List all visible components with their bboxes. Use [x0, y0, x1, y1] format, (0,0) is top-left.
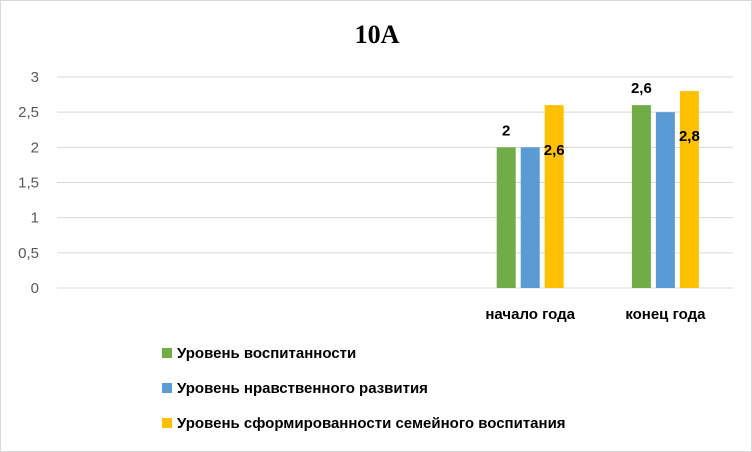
- bar: [544, 105, 564, 288]
- legend-label: Уровень воспитанности: [177, 345, 356, 362]
- bar: [520, 147, 540, 288]
- y-tick-label: 1,5: [18, 175, 39, 192]
- legend[interactable]: Уровень воспитанности Уровень нравственно…: [162, 345, 566, 432]
- bar: [679, 91, 699, 288]
- y-tick-label: 2,5: [18, 104, 39, 121]
- x-axis-categories: начало года конец года: [485, 306, 706, 323]
- y-tick-label: 3: [31, 69, 39, 86]
- legend-swatch: [162, 383, 172, 393]
- legend-label: Уровень нравственного развития: [177, 380, 428, 397]
- bar: [496, 147, 516, 288]
- legend-swatch: [162, 348, 172, 358]
- data-label: 2,8: [679, 128, 700, 145]
- gridlines: [57, 76, 733, 289]
- y-tick-label: 0: [31, 280, 39, 297]
- chart-title: 10А: [355, 20, 400, 49]
- data-labels: 2 2,6 2,6 2,8: [502, 80, 700, 159]
- legend-label: Уровень сформированности семейного воспи…: [177, 415, 566, 432]
- bar: [655, 112, 675, 289]
- y-tick-label: 1: [31, 210, 39, 227]
- x-category-label: начало года: [485, 306, 575, 323]
- y-tick-label: 2: [31, 139, 39, 156]
- bar: [631, 105, 651, 288]
- bars: [496, 91, 699, 289]
- legend-swatch: [162, 418, 172, 428]
- data-label: 2: [502, 122, 510, 139]
- x-category-label: конец года: [625, 306, 706, 323]
- y-tick-label: 0,5: [18, 245, 39, 262]
- y-axis-ticks: 0 0,5 1 1,5 2 2,5 3: [18, 69, 39, 297]
- data-label: 2,6: [631, 80, 652, 97]
- data-label: 2,6: [544, 142, 565, 159]
